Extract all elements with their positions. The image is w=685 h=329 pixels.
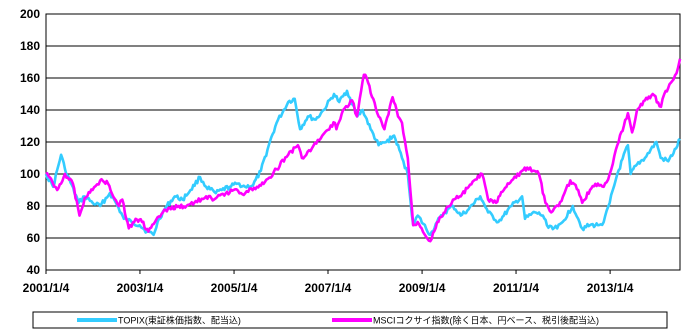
- y-tick-label: 140: [20, 103, 40, 117]
- legend-label-msci: MSCIコクサイ指数(除く日本、円ベース、税引後配当込): [373, 315, 599, 326]
- plot-area: [45, 13, 681, 271]
- y-tick-label: 200: [20, 7, 40, 21]
- series-layer: [44, 58, 682, 243]
- x-tick-label: 2011/1/4: [493, 281, 539, 295]
- x-tick-label: 2013/1/4: [587, 281, 634, 295]
- series-line-topix: [44, 89, 681, 237]
- y-tick-label: 100: [20, 167, 40, 181]
- y-tick-label: 80: [27, 199, 41, 213]
- tick-labels: 40 60 80 100 120 140 160 180 200 2001/1/4 2003/1/4…: [20, 7, 634, 295]
- x-tick-label: 2003/1/4: [117, 281, 164, 295]
- y-tick-label: 40: [27, 263, 41, 277]
- y-tick-label: 180: [20, 39, 40, 53]
- y-tick-label: 120: [20, 135, 40, 149]
- x-tick-label: 2007/1/4: [305, 281, 352, 295]
- y-tick-label: 60: [27, 231, 41, 245]
- x-tick-label: 2005/1/4: [211, 281, 258, 295]
- y-tick-label: 160: [20, 71, 40, 85]
- legend: TOPIX(東証株価指数、配当込) MSCIコクサイ指数(除く日本、円ベース、税…: [32, 311, 668, 329]
- legend-label-topix: TOPIX(東証株価指数、配当込): [118, 315, 241, 326]
- series-line-msci: [45, 58, 682, 243]
- x-tick-label: 2001/1/4: [23, 281, 70, 295]
- x-tick-label: 2009/1/4: [399, 281, 446, 295]
